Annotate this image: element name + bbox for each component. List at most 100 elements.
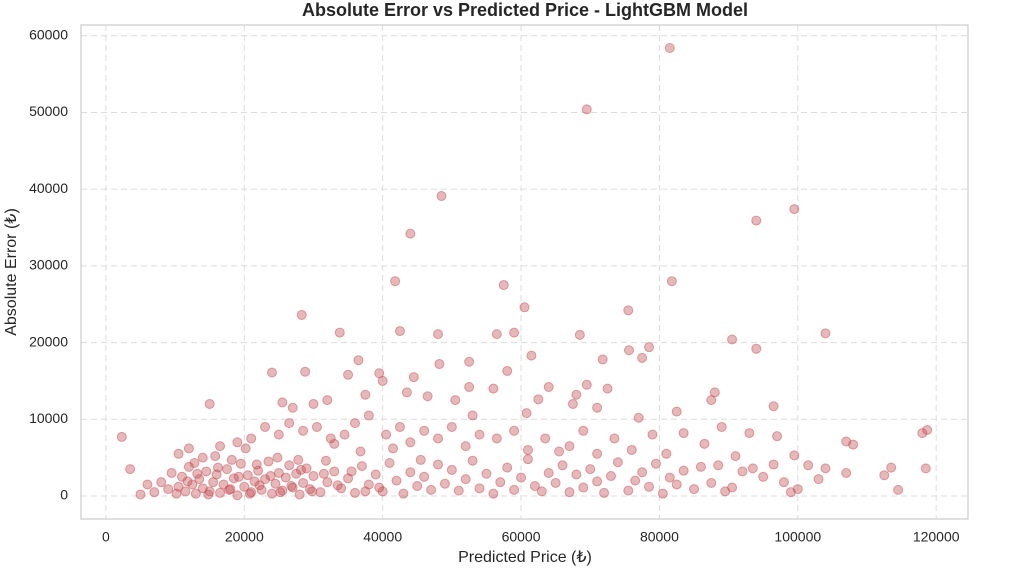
point [298, 425, 309, 436]
point [339, 429, 350, 440]
y-tick-label: 50000 [29, 103, 68, 119]
point [491, 433, 502, 444]
point [434, 359, 445, 370]
point [408, 372, 419, 383]
point [263, 456, 274, 467]
point [343, 369, 354, 380]
point [581, 104, 592, 115]
point [491, 329, 502, 340]
point [210, 451, 221, 462]
point [666, 276, 677, 287]
point [405, 228, 416, 239]
point [516, 472, 527, 483]
point [296, 309, 307, 320]
point [426, 484, 437, 495]
point [294, 489, 305, 500]
point [308, 471, 319, 482]
point [412, 481, 423, 492]
point [251, 459, 262, 470]
point [713, 460, 724, 471]
point [239, 481, 250, 492]
point [543, 382, 554, 393]
point [879, 470, 890, 481]
point [254, 480, 265, 491]
y-axis-label: Absolute Error (₺) [3, 208, 20, 336]
point [187, 479, 198, 490]
point [391, 475, 402, 486]
point [543, 467, 554, 478]
point [307, 486, 318, 497]
point [381, 429, 392, 440]
point [522, 454, 533, 465]
point [315, 487, 326, 498]
point [533, 394, 544, 405]
point [526, 350, 537, 361]
point [467, 455, 478, 466]
point [488, 488, 499, 499]
point [585, 464, 596, 475]
point [275, 487, 286, 498]
point [557, 460, 568, 471]
point [571, 469, 582, 480]
point [495, 477, 506, 488]
point [453, 485, 464, 496]
point [605, 471, 616, 482]
point [287, 482, 298, 493]
point [592, 448, 603, 459]
point [820, 463, 831, 474]
point [744, 428, 755, 439]
point [401, 387, 412, 398]
x-tick-label: 20000 [225, 529, 264, 545]
point [300, 366, 311, 377]
point [322, 395, 333, 406]
point [322, 477, 333, 488]
x-tick-label: 100000 [774, 529, 821, 545]
point [377, 486, 388, 497]
point [522, 444, 533, 455]
point [716, 421, 727, 432]
point [792, 484, 803, 495]
point [460, 474, 471, 485]
point [422, 391, 433, 402]
point [481, 468, 492, 479]
point [240, 443, 251, 454]
point [633, 412, 644, 423]
point [644, 481, 655, 492]
point [287, 402, 298, 413]
point [592, 402, 603, 413]
point [180, 486, 191, 497]
point [370, 469, 381, 480]
point [204, 398, 215, 409]
point [260, 474, 271, 485]
point [768, 459, 779, 470]
x-tick-label: 80000 [640, 529, 679, 545]
point [277, 397, 288, 408]
point [293, 454, 304, 465]
point [197, 452, 208, 463]
x-tick-label: 40000 [363, 529, 402, 545]
point [394, 326, 405, 337]
point [727, 334, 738, 345]
point [623, 345, 634, 356]
point [390, 276, 401, 287]
point [536, 486, 547, 497]
point [789, 450, 800, 461]
point [334, 327, 345, 338]
point [848, 439, 859, 450]
point [301, 463, 312, 474]
point [772, 431, 783, 442]
point [265, 471, 276, 482]
x-axis-label: Predicted Price (₺) [458, 549, 592, 566]
point [509, 425, 520, 436]
point [355, 446, 366, 457]
point [893, 484, 904, 495]
point [446, 421, 457, 432]
point [509, 484, 520, 495]
point [296, 464, 307, 475]
point [190, 488, 201, 499]
point [550, 477, 561, 488]
point [360, 486, 371, 497]
point [664, 472, 675, 483]
point [182, 476, 193, 487]
point [273, 429, 284, 440]
